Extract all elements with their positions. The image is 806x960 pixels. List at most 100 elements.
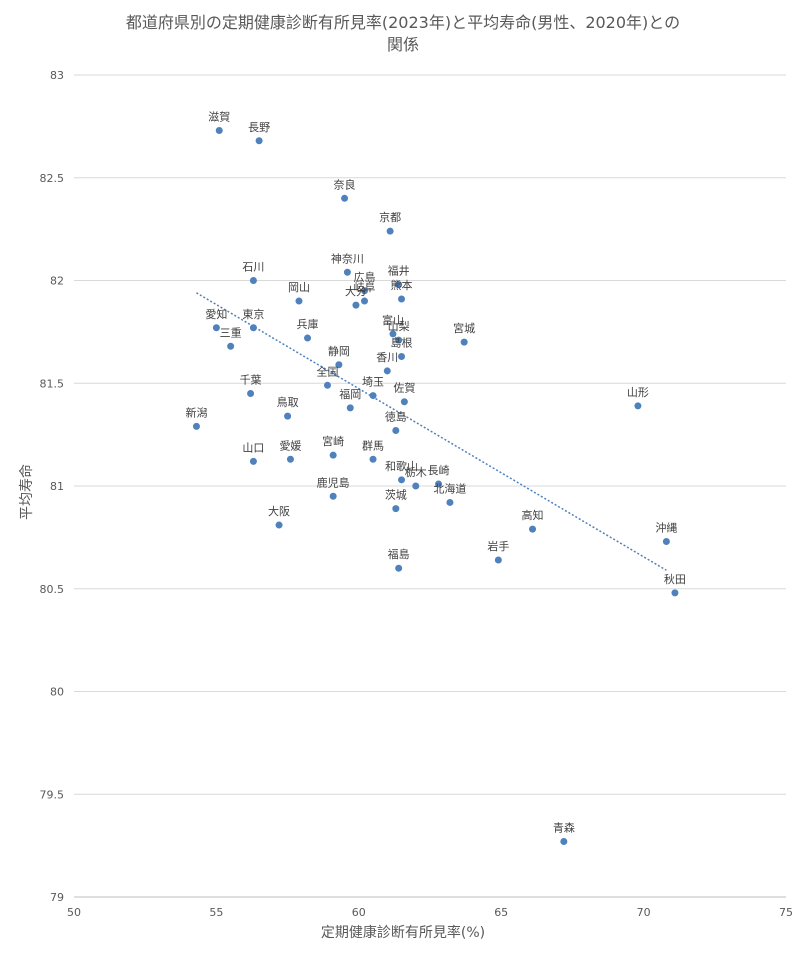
- data-label: 滋賀: [208, 110, 230, 123]
- data-point: [247, 390, 255, 398]
- data-point: [215, 126, 223, 134]
- data-point: [329, 492, 337, 500]
- data-point: [227, 342, 235, 350]
- data-label: 宮城: [453, 321, 475, 335]
- data-point: [249, 457, 257, 465]
- data-point: [286, 455, 294, 463]
- data-label: 熊本: [391, 278, 413, 292]
- data-point: [395, 336, 403, 344]
- y-tick-label: 81: [50, 480, 64, 493]
- y-tick-label: 79.5: [40, 788, 65, 801]
- y-tick-label: 80: [50, 686, 64, 699]
- data-point: [662, 537, 670, 545]
- y-tick-label: 79: [50, 891, 64, 904]
- chart-title-line2: 関係: [386, 35, 419, 54]
- data-label: 石川: [242, 261, 264, 274]
- data-label: 奈良: [334, 177, 356, 191]
- data-label: 静岡: [328, 344, 350, 358]
- data-label: 広島: [353, 270, 375, 284]
- data-point: [400, 398, 408, 406]
- data-label: 秋田: [664, 572, 686, 586]
- data-label: 全国: [316, 364, 338, 378]
- data-label: 福井: [388, 264, 410, 278]
- data-label: 京都: [379, 210, 401, 224]
- data-point: [295, 297, 303, 305]
- data-label: 大阪: [268, 504, 290, 518]
- data-label: 山梨: [388, 319, 410, 333]
- data-point: [369, 392, 377, 400]
- chart-title: 都道府県別の定期健康診断有所見率(2023年)と平均寿命(男性、2020年)との…: [0, 12, 806, 56]
- data-label: 千葉: [240, 373, 262, 387]
- data-label: 長崎: [428, 463, 450, 477]
- data-point: [386, 227, 394, 235]
- data-point: [395, 281, 403, 289]
- data-label: 山口: [242, 441, 264, 454]
- x-tick-label: 65: [494, 906, 508, 919]
- data-point: [392, 427, 400, 435]
- data-point: [398, 476, 406, 484]
- data-label: 岩手: [487, 539, 509, 553]
- data-label: 東京: [242, 307, 264, 321]
- data-point: [360, 287, 368, 295]
- data-label: 和歌山: [385, 459, 418, 473]
- data-point: [389, 330, 397, 338]
- data-label: 北海道: [433, 481, 466, 495]
- x-tick-label: 70: [637, 906, 651, 919]
- data-point: [255, 137, 263, 145]
- data-label: 群馬: [362, 438, 384, 452]
- data-label: 徳島: [385, 410, 407, 424]
- data-point: [383, 367, 391, 375]
- data-point: [249, 277, 257, 284]
- data-point: [343, 268, 351, 276]
- data-label: 高知: [522, 508, 544, 522]
- trendline: [196, 292, 667, 571]
- data-point: [369, 455, 377, 463]
- data-point: [671, 589, 679, 597]
- data-point: [398, 353, 406, 361]
- x-tick-label: 50: [67, 906, 81, 919]
- data-point: [249, 324, 257, 332]
- data-label: 大分: [345, 284, 367, 298]
- data-label: 福島: [388, 547, 410, 561]
- data-label: 岡山: [288, 281, 310, 294]
- data-label: 島根: [391, 336, 413, 350]
- data-point: [341, 194, 349, 202]
- data-point: [192, 422, 200, 430]
- y-tick-label: 82.5: [40, 172, 65, 185]
- x-tick-label: 75: [779, 906, 793, 919]
- data-point: [494, 556, 502, 564]
- data-label: 兵庫: [297, 317, 319, 331]
- data-label: 岐阜: [353, 281, 375, 294]
- data-label: 佐賀: [393, 381, 415, 395]
- data-label: 埼玉: [362, 375, 384, 389]
- data-label: 沖縄: [655, 520, 677, 534]
- data-point: [460, 338, 468, 346]
- data-label: 青森: [553, 821, 575, 835]
- data-point: [634, 402, 642, 410]
- data-label: 愛知: [205, 307, 227, 321]
- data-label: 栃木: [405, 465, 427, 479]
- data-point: [212, 324, 220, 332]
- y-tick-label: 82: [50, 275, 64, 288]
- x-tick-label: 60: [352, 906, 366, 919]
- data-point: [284, 412, 292, 420]
- data-label: 三重: [220, 325, 242, 339]
- data-label: 宮崎: [322, 434, 344, 448]
- chart-title-line1: 都道府県別の定期健康診断有所見率(2023年)と平均寿命(男性、2020年)との: [125, 13, 681, 32]
- data-point: [529, 525, 537, 533]
- x-axis-label: 定期健康診断有所見率(%): [320, 925, 486, 941]
- data-point: [395, 564, 403, 572]
- data-point: [398, 295, 406, 303]
- data-label: 香川: [376, 351, 398, 364]
- data-point: [275, 521, 283, 529]
- data-label: 神奈川: [331, 251, 364, 265]
- data-point: [304, 334, 312, 342]
- data-point: [392, 505, 400, 513]
- data-point: [412, 482, 420, 490]
- data-point: [360, 297, 368, 305]
- x-tick-label: 55: [209, 906, 223, 919]
- y-tick-label: 81.5: [40, 377, 65, 390]
- data-label: 茨城: [385, 488, 407, 502]
